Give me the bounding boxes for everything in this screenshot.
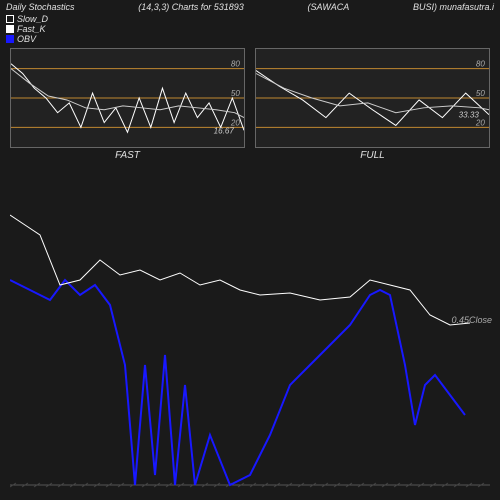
- panel-fast-wrap: 20508016.67 FAST: [10, 48, 245, 161]
- legend-label: OBV: [17, 34, 36, 44]
- close-label: 0.45Close: [451, 315, 492, 325]
- header-title: Daily Stochastics: [6, 2, 75, 12]
- svg-text:20: 20: [475, 119, 486, 128]
- svg-text:80: 80: [231, 60, 241, 69]
- panel-full: 20 50 80 33.33: [255, 48, 490, 148]
- header-source: BUSI) munafasutra.i: [413, 2, 494, 12]
- panel-full-wrap: 20 50 80 33.33 FULL: [255, 48, 490, 161]
- svg-text:80: 80: [476, 60, 486, 69]
- header-symbol: (SAWACA: [308, 2, 350, 12]
- panel-full-title: FULL: [255, 150, 490, 161]
- legend-swatch: [6, 25, 14, 33]
- svg-text:33.33: 33.33: [459, 111, 480, 120]
- stochastic-panels: 20 50 80 16.67 FAST 20 50 80 33.33 FULL: [0, 44, 500, 165]
- legend-label: Fast_K: [17, 24, 46, 34]
- legend-item-obv: OBV: [6, 34, 494, 44]
- panel-fast-svg: 20508016.67: [11, 49, 244, 147]
- legend-item-slowd: Slow_D: [6, 14, 494, 24]
- header-params: (14,3,3) Charts for 531893: [138, 2, 244, 12]
- panel-fast-title: FAST: [10, 150, 245, 161]
- legend-label: Slow_D: [17, 14, 48, 24]
- legend: Slow_D Fast_K OBV: [0, 14, 500, 44]
- legend-item-fastk: Fast_K: [6, 24, 494, 34]
- svg-text:16.67: 16.67: [214, 126, 235, 135]
- panel-fast: 20508016.67: [10, 48, 245, 148]
- panel-full-svg: 20 50 80 33.33: [256, 49, 489, 147]
- legend-swatch: [6, 15, 14, 23]
- svg-text:50: 50: [476, 89, 486, 98]
- main-chart: 0.45Close: [0, 185, 500, 495]
- legend-swatch: [6, 35, 14, 43]
- chart-header: Daily Stochastics (14,3,3) Charts for 53…: [0, 0, 500, 14]
- main-chart-svg: [10, 185, 490, 495]
